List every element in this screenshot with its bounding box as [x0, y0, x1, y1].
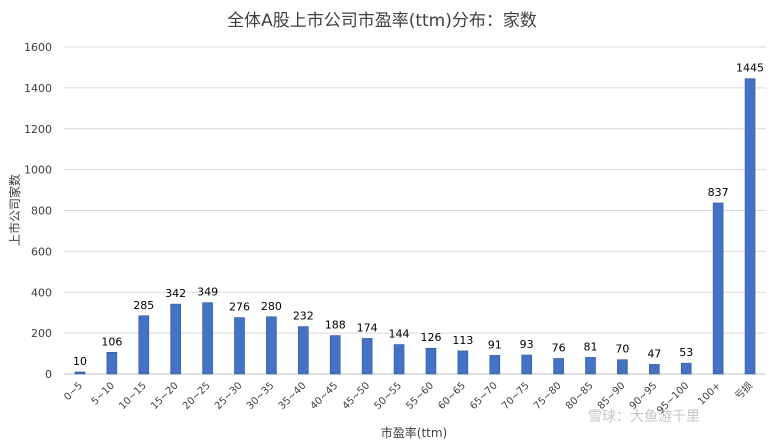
bar: [170, 303, 181, 375]
x-axis-label: 市盈率(ttm): [381, 425, 447, 440]
bar: [585, 357, 596, 375]
bar: [680, 362, 692, 375]
x-tick-label: 45~50: [341, 380, 373, 412]
x-tick-label: 亏损: [732, 379, 755, 402]
data-label: 188: [325, 319, 346, 332]
x-tick-label: 10~15: [117, 380, 149, 412]
data-label: 81: [584, 340, 598, 353]
x-tick-label: 55~60: [404, 380, 436, 412]
data-label: 106: [101, 335, 122, 348]
bar: [744, 78, 756, 375]
data-label: 342: [165, 287, 186, 300]
bar: [712, 202, 724, 375]
bar: [361, 338, 373, 375]
x-tick-label: 50~55: [372, 380, 404, 412]
bar: [617, 359, 628, 375]
x-tick-label: 25~30: [213, 380, 245, 412]
x-tick-label: 0~5: [62, 380, 85, 403]
x-tick-label: 15~20: [149, 380, 181, 412]
bar: [138, 315, 150, 375]
x-tick-label: 30~35: [245, 380, 277, 412]
data-labels: 10 106 285 342 349 276 280 232 188 174 144 126 113 91…: [73, 62, 764, 368]
bar: [489, 355, 501, 375]
y-tick-label: 1000: [24, 164, 52, 177]
bar: [553, 358, 564, 375]
bars: [74, 78, 756, 375]
data-label: 76: [552, 341, 566, 354]
y-tick-label: 600: [31, 245, 52, 258]
bar: [649, 364, 660, 375]
bar: [521, 354, 532, 375]
bar: [425, 347, 437, 375]
x-tick-label: 60~65: [436, 380, 468, 412]
y-tick-label: 400: [31, 286, 52, 299]
bar: [106, 352, 118, 375]
data-label: 144: [389, 328, 410, 341]
data-label: 285: [133, 299, 154, 312]
bar: [393, 344, 405, 375]
bar: [329, 335, 341, 375]
bar: [266, 316, 277, 375]
bar: [298, 326, 309, 375]
y-tick-label: 0: [45, 368, 52, 381]
data-label: 10: [73, 355, 87, 368]
y-tick-label: 1600: [24, 41, 52, 54]
data-label: 1445: [736, 62, 764, 75]
data-label: 349: [197, 286, 218, 299]
data-label: 276: [229, 301, 250, 314]
data-label: 837: [708, 186, 729, 199]
data-label: 47: [647, 347, 661, 360]
data-label: 113: [452, 334, 473, 347]
data-label: 70: [615, 343, 629, 356]
data-label: 93: [520, 338, 534, 351]
data-label: 232: [293, 310, 314, 323]
x-tick-label: 100+: [696, 380, 723, 407]
x-tick-label: 75~80: [532, 380, 564, 412]
data-label: 280: [261, 300, 282, 313]
y-tick-label: 200: [31, 327, 52, 340]
x-tick-label: 5~10: [90, 380, 117, 407]
data-label: 53: [679, 346, 693, 359]
y-axis-ticks: 0 200 400 600 800 1000 1200 1400 1600: [24, 41, 52, 381]
x-tick-label: 65~70: [468, 380, 500, 412]
y-axis-label: 上市公司家数: [7, 174, 22, 246]
y-tick-label: 800: [31, 205, 52, 218]
x-tick-label: 35~40: [277, 380, 309, 412]
bar: [74, 371, 86, 375]
x-tick-label: 20~25: [181, 380, 213, 412]
x-tick-label: 40~45: [309, 380, 341, 412]
bar: [457, 350, 469, 375]
data-label: 174: [357, 321, 378, 334]
y-tick-label: 1200: [24, 123, 52, 136]
chart-title: 全体A股上市公司市盈率(ttm)分布：家数: [227, 11, 537, 31]
bar: [202, 302, 213, 375]
watermark: 雪球：大鱼游千里: [588, 409, 700, 425]
x-tick-label: 70~75: [500, 380, 532, 412]
data-label: 126: [420, 331, 441, 344]
grid: [64, 46, 766, 375]
bar: [234, 317, 245, 375]
data-label: 91: [488, 338, 502, 351]
y-tick-label: 1400: [24, 82, 52, 95]
